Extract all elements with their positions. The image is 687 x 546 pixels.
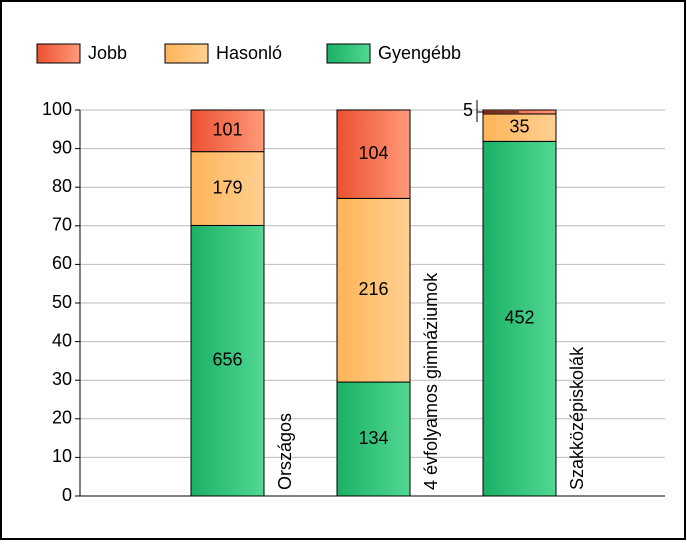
data-label: 179 [212, 177, 242, 197]
x-tick-label: 4 évfolyamos gimnáziumok [421, 272, 441, 490]
bar-segment [482, 140, 557, 497]
legend-swatch [36, 43, 81, 64]
y-tick-label: 50 [52, 292, 72, 312]
y-tick-label: 60 [52, 253, 72, 273]
bar-segment [336, 109, 411, 199]
data-label: 656 [212, 349, 242, 369]
legend-label: Hasonló [216, 43, 282, 63]
y-tick-label: 100 [42, 99, 72, 119]
y-tick-label: 70 [52, 215, 72, 235]
data-label: 101 [212, 120, 242, 140]
bar-segment [336, 381, 411, 497]
data-label: 5 [463, 100, 473, 120]
y-tick-label: 80 [52, 176, 72, 196]
bar-segment [190, 224, 265, 497]
x-tick-label: Szakközépiskolák [567, 346, 587, 490]
y-tick-label: 30 [52, 369, 72, 389]
data-label: 104 [358, 143, 388, 163]
data-label: 452 [504, 307, 534, 327]
y-tick-label: 40 [52, 330, 72, 350]
y-tick-label: 20 [52, 408, 72, 428]
bar-segment [336, 197, 411, 383]
x-tick-label: Országos [275, 413, 295, 490]
data-label: 134 [358, 428, 388, 448]
data-label: 216 [358, 279, 388, 299]
y-tick-label: 0 [62, 485, 72, 505]
legend-label: Gyengébb [378, 43, 461, 63]
bar-segment [482, 113, 557, 142]
legend-swatch [164, 43, 209, 64]
bar-segment [190, 109, 265, 153]
legend-label: Jobb [88, 43, 127, 63]
y-tick-label: 90 [52, 137, 72, 157]
legend-swatch [326, 43, 371, 64]
y-tick-label: 10 [52, 446, 72, 466]
data-label: 35 [509, 116, 529, 136]
